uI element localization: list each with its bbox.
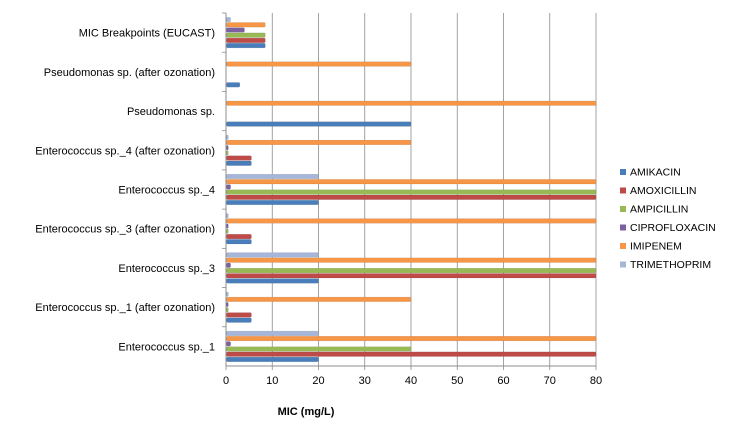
- bar-amikacin: [226, 160, 252, 166]
- legend-label: CIPROFLOXACIN: [630, 222, 716, 234]
- category-label: Enterococcus sp._1 (after ozonation): [35, 302, 215, 314]
- category-label: Enterococcus sp._4 (after ozonation): [35, 145, 215, 157]
- bar-ciprofloxacin: [226, 27, 245, 33]
- category-label: MIC Breakpoints (EUCAST): [79, 28, 215, 40]
- legend-swatch: [620, 187, 626, 194]
- bar-ampicillin: [226, 189, 597, 195]
- legend-label: AMIKACIN: [630, 167, 681, 179]
- bar-amikacin: [226, 356, 319, 362]
- bar-amikacin: [226, 82, 241, 88]
- category-label: Enterococcus sp._3 (after ozonation): [35, 224, 215, 236]
- bar-imipenem: [226, 61, 412, 67]
- x-tick-label: 20: [312, 375, 324, 387]
- bar-amikacin: [226, 317, 252, 323]
- bar-ampicillin: [226, 32, 266, 38]
- grid-lines: [225, 13, 597, 366]
- legend-swatch: [620, 224, 626, 231]
- bar-amikacin: [226, 278, 319, 284]
- x-tick-label: 40: [405, 375, 417, 387]
- x-tick-label: 80: [590, 375, 602, 387]
- bar-amikacin: [226, 43, 266, 49]
- bar-amikacin: [226, 199, 319, 205]
- bar-trimethoprim: [226, 291, 229, 297]
- bar-ampicillin: [226, 307, 229, 313]
- bar-ciprofloxacin: [226, 262, 231, 268]
- bar-trimethoprim: [226, 173, 319, 179]
- bar-trimethoprim: [226, 17, 231, 23]
- x-tick-label: 60: [497, 375, 509, 387]
- x-tick-label: 30: [359, 375, 371, 387]
- category-labels: Enterococcus sp._1 Enterococcus sp._1 (af…: [35, 28, 215, 354]
- bar-ciprofloxacin: [226, 341, 231, 347]
- bar-amoxicillin: [226, 37, 266, 43]
- bar-ampicillin: [226, 228, 229, 234]
- bar-ampicillin: [226, 268, 597, 274]
- bar-trimethoprim: [226, 330, 319, 336]
- bar-imipenem: [226, 100, 597, 106]
- category-label: Enterococcus sp._3: [118, 263, 215, 275]
- bar-trimethoprim: [226, 252, 319, 258]
- legend-swatch: [620, 206, 626, 212]
- axes: [222, 12, 597, 370]
- bar-imipenem: [226, 139, 412, 145]
- legend-label: AMPICILLIN: [630, 204, 688, 216]
- legend-swatch: [620, 169, 626, 175]
- category-label: Pseudomonas sp.: [127, 106, 215, 118]
- x-tick-label: 10: [266, 375, 278, 387]
- bar-trimethoprim: [226, 134, 229, 140]
- bar-amoxicillin: [226, 194, 597, 200]
- bar-ciprofloxacin: [226, 145, 229, 151]
- bar-ampicillin: [226, 150, 229, 156]
- bar-amikacin: [226, 239, 252, 245]
- x-tick-label: 0: [223, 375, 229, 387]
- bar-amoxicillin: [226, 273, 597, 279]
- bar-amoxicillin: [226, 312, 252, 318]
- bar-ciprofloxacin: [226, 302, 229, 308]
- bar-amoxicillin: [226, 351, 597, 357]
- bar-imipenem: [226, 22, 266, 28]
- bar-amikacin: [226, 121, 412, 127]
- category-label: Pseudomonas sp. (after ozonation): [44, 67, 215, 79]
- bar-ampicillin: [226, 346, 412, 352]
- legend-swatch: [620, 261, 626, 268]
- bar-imipenem: [226, 257, 597, 263]
- bar-ciprofloxacin: [226, 184, 231, 190]
- x-axis-title: MIC (mg/L): [278, 406, 335, 418]
- x-tick-label: 50: [451, 375, 463, 387]
- bar-imipenem: [226, 296, 412, 302]
- category-label: Enterococcus sp._1: [118, 341, 215, 353]
- bar-imipenem: [226, 218, 597, 224]
- bar-imipenem: [226, 336, 597, 342]
- legend-label: TRIMETHOPRIM: [630, 259, 711, 271]
- bar-amoxicillin: [226, 234, 252, 240]
- bar-trimethoprim: [226, 213, 229, 219]
- legend-swatch: [620, 243, 626, 249]
- legend-label: IMIPENEM: [630, 241, 682, 253]
- category-label: Enterococcus sp._4: [118, 185, 215, 197]
- x-tick-labels: 0 10 20 30 40 50 60 70 80: [223, 375, 602, 387]
- bar-amoxicillin: [226, 155, 252, 161]
- bar-ciprofloxacin: [226, 223, 229, 229]
- x-tick-label: 70: [544, 375, 556, 387]
- legend-label: AMOXICILLIN: [630, 185, 697, 197]
- bar-imipenem: [226, 179, 597, 185]
- legend: AMIKACIN AMOXICILLIN AMPICILLIN CIPROFLOXAC…: [620, 167, 716, 271]
